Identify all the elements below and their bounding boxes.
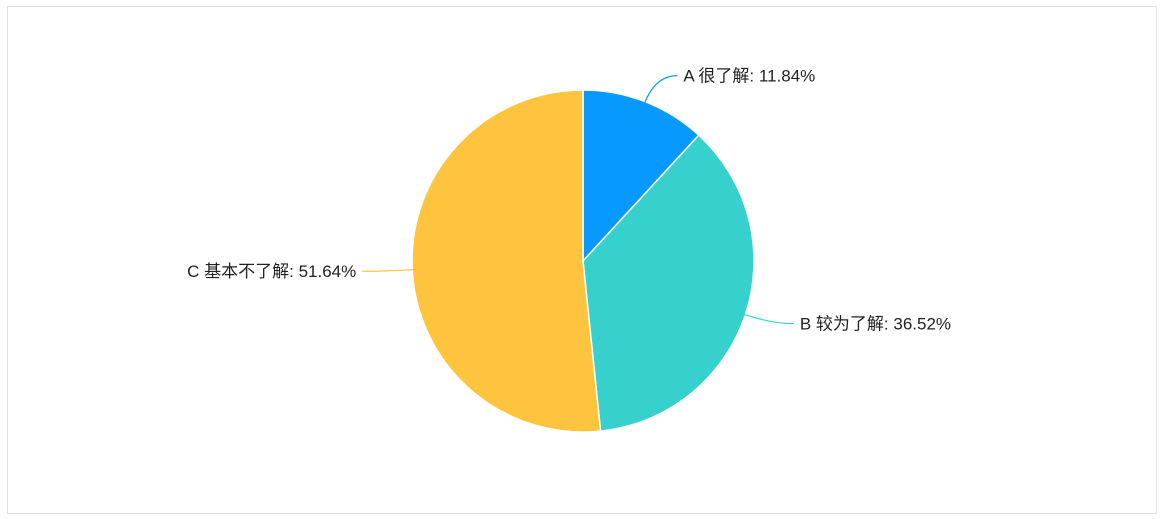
- slice-c[interactable]: [411, 89, 602, 433]
- pie-slices: [411, 89, 755, 433]
- slice-b-label: B 较为了解: 36.52%: [800, 315, 951, 334]
- slice-labels: A 很了解: 11.84% B 较为了解: 36.52% C 基本不了解: 51.6…: [187, 67, 951, 334]
- slice-a-label: A 很了解: 11.84%: [683, 67, 815, 86]
- slice-a-leader-line: [643, 75, 678, 104]
- slice-b-leader-line: [743, 313, 794, 325]
- slice-c-leader-line: [362, 269, 415, 272]
- leader-lines: [362, 75, 794, 325]
- slice-c-label: C 基本不了解: 51.64%: [187, 262, 356, 281]
